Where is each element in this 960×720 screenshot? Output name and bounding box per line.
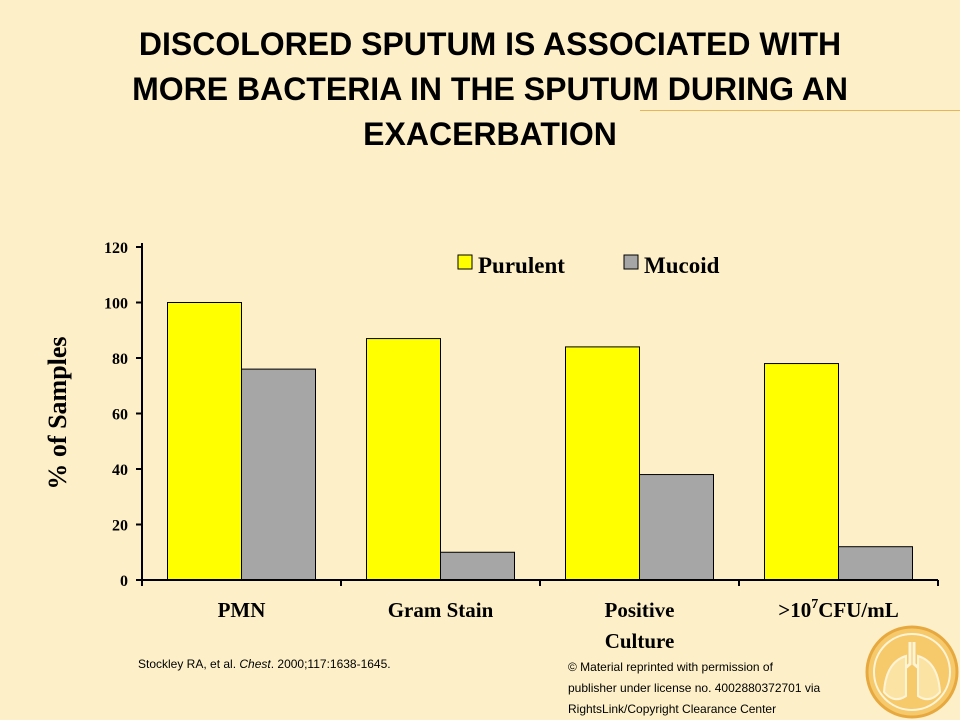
copyright-line: RightsLink/Copyright Clearance Center (568, 702, 777, 716)
y-tick-label: 120 (104, 240, 128, 257)
title-line: DISCOLORED SPUTUM IS ASSOCIATED WITH (138, 26, 842, 62)
bar-mucoid (440, 551, 515, 581)
legend-label-mucoid: Mucoid (644, 253, 720, 278)
bar-mucoid (838, 546, 913, 581)
slide-title: DISCOLORED SPUTUM IS ASSOCIATED WITH MOR… (40, 22, 940, 157)
copyright-notice: © Material reprinted with permission of … (568, 657, 868, 720)
y-tick-label: 60 (112, 407, 128, 424)
x-tick-label: PMN (218, 598, 266, 622)
x-tick-label: >107CFU/mL (778, 597, 898, 622)
y-tick-label: 0 (120, 573, 128, 590)
copyright-line: © Material reprinted with permission of (568, 660, 773, 674)
lungs-logo-icon (865, 625, 959, 719)
legend-swatch-mucoid (623, 254, 639, 270)
bar-mucoid (639, 474, 714, 581)
citation-details: . 2000;117:1638-1645. (270, 657, 391, 671)
bar-purulent (565, 346, 640, 581)
y-tick-label: 20 (112, 518, 128, 535)
legend-swatch-purulent (457, 254, 473, 270)
bar-purulent (167, 302, 242, 581)
y-tick-label: 40 (112, 462, 128, 479)
citation-journal: Chest (239, 657, 271, 671)
copyright-line: publisher under license no. 400288037270… (568, 681, 821, 695)
title-line: MORE BACTERIA IN THE SPUTUM DURING AN (132, 71, 848, 107)
title-divider (640, 110, 960, 111)
y-axis-label: % of Samples (43, 336, 72, 489)
citation: Stockley RA, et al. Chest. 2000;117:1638… (138, 657, 391, 671)
y-tick-label: 100 (104, 296, 128, 313)
bar-mucoid (241, 368, 316, 581)
legend-label-purulent: Purulent (478, 253, 565, 278)
x-tick-label: Gram Stain (388, 598, 494, 622)
title-line: EXACERBATION (363, 116, 617, 152)
bar-purulent (366, 338, 441, 581)
bar-purulent (764, 363, 839, 581)
y-tick-label: 80 (112, 351, 128, 368)
citation-authors: Stockley RA, et al. (138, 657, 240, 671)
x-tick-label: Positive Culture (605, 598, 675, 653)
